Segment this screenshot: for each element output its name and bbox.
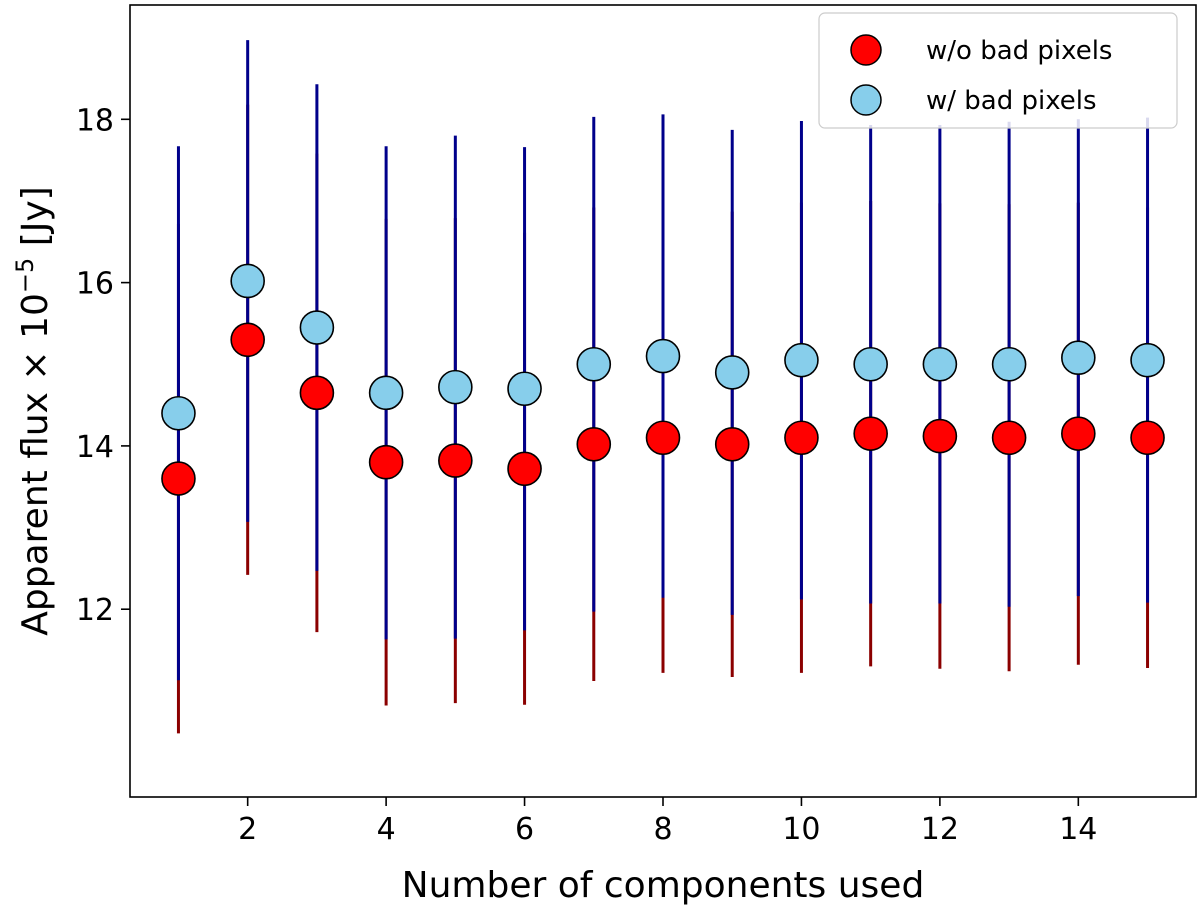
point-w-bad-pixels <box>784 342 819 378</box>
legend: w/o bad pixels w/ bad pixels <box>818 12 1178 129</box>
point-w-bad-pixels <box>1130 342 1165 378</box>
point-wo-bad-pixels <box>576 426 612 462</box>
point-w-bad-pixels <box>507 371 542 407</box>
y-tick-label: 12 <box>76 593 114 628</box>
x-tick-label: 4 <box>377 812 396 847</box>
y-axis-label-times: × <box>15 350 56 380</box>
x-tick-label: 8 <box>653 812 672 847</box>
point-w-bad-pixels <box>714 355 750 390</box>
legend-marker-w-bad-pixels <box>850 84 882 116</box>
point-w-bad-pixels <box>161 395 196 431</box>
y-tick-label: 16 <box>76 267 114 302</box>
y-axis-label-unit: [Jy] <box>15 186 56 246</box>
y-axis-label-base: 10 <box>15 293 56 339</box>
point-w-bad-pixels <box>645 338 681 374</box>
y-tick-label: 14 <box>76 430 114 465</box>
x-tick-label: 2 <box>238 812 257 847</box>
x-tick-label: 12 <box>921 812 959 847</box>
y-axis-label-text: Apparent flux <box>15 381 56 636</box>
point-wo-bad-pixels <box>1130 420 1165 456</box>
legend-label-w-bad-pixels: w/ bad pixels <box>926 86 1097 116</box>
x-tick-label: 14 <box>1059 812 1097 847</box>
point-wo-bad-pixels <box>507 451 542 487</box>
point-w-bad-pixels <box>991 346 1027 382</box>
point-wo-bad-pixels <box>299 375 335 411</box>
y-axis-label-exponent: −5 <box>11 258 39 293</box>
y-axis-label-space2 <box>15 246 56 257</box>
x-tick-label: 6 <box>515 812 534 847</box>
point-wo-bad-pixels <box>853 416 888 451</box>
y-tick-label: 18 <box>76 103 114 138</box>
point-wo-bad-pixels <box>1061 416 1096 451</box>
x-axis-ticks: 2 4 6 8 10 12 14 <box>238 797 1097 847</box>
point-w-bad-pixels <box>576 346 612 382</box>
point-wo-bad-pixels <box>230 322 265 358</box>
y-axis-ticks: 12 14 16 18 <box>76 103 130 628</box>
legend-label-wo-bad-pixels: w/o bad pixels <box>926 36 1112 66</box>
point-w-bad-pixels <box>1061 340 1096 376</box>
y-axis-label: Apparent flux × 10−5 [Jy] <box>11 186 56 635</box>
point-w-bad-pixels <box>368 375 404 411</box>
point-wo-bad-pixels <box>991 420 1027 456</box>
point-wo-bad-pixels <box>784 420 819 456</box>
point-w-bad-pixels <box>230 263 265 299</box>
point-w-bad-pixels <box>299 310 335 345</box>
x-axis-label: Number of components used <box>402 865 925 906</box>
point-wo-bad-pixels <box>922 418 958 454</box>
point-wo-bad-pixels <box>368 444 404 480</box>
point-w-bad-pixels <box>438 369 473 405</box>
point-wo-bad-pixels <box>161 461 196 496</box>
legend-box <box>818 12 1178 129</box>
point-wo-bad-pixels <box>438 443 473 478</box>
point-wo-bad-pixels <box>645 420 681 456</box>
point-wo-bad-pixels <box>714 426 750 462</box>
y-axis-label-space <box>15 339 56 350</box>
point-w-bad-pixels <box>853 346 888 382</box>
legend-marker-wo-bad-pixels <box>850 34 882 66</box>
x-tick-label: 10 <box>782 812 820 847</box>
markers-layer <box>161 263 1165 496</box>
point-w-bad-pixels <box>922 346 958 382</box>
